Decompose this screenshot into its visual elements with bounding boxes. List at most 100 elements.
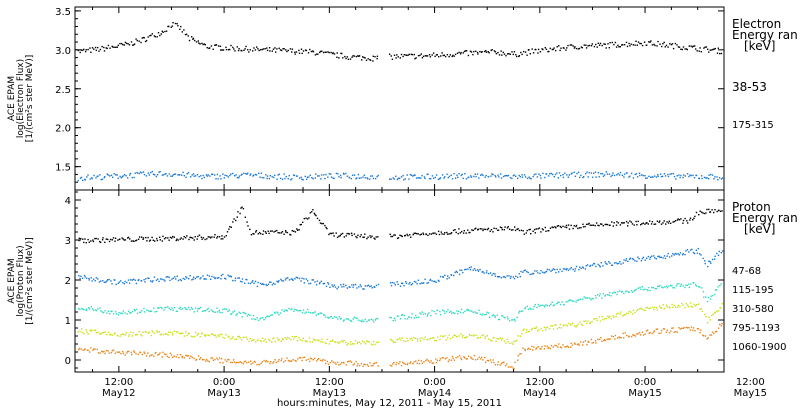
data-point xyxy=(309,48,311,51)
data-point xyxy=(393,317,395,319)
data-point xyxy=(597,263,599,266)
data-point xyxy=(99,333,101,335)
data-point xyxy=(703,296,705,298)
data-point xyxy=(353,363,355,365)
data-point xyxy=(676,219,679,221)
data-point xyxy=(300,357,302,359)
data-point xyxy=(258,363,261,366)
data-point xyxy=(700,308,703,310)
data-point xyxy=(179,174,181,176)
data-point xyxy=(280,359,282,362)
data-point xyxy=(121,237,123,239)
data-point xyxy=(294,231,297,233)
data-point xyxy=(237,49,240,52)
data-point xyxy=(412,233,414,236)
data-point xyxy=(322,222,324,225)
data-point xyxy=(288,279,291,281)
data-point xyxy=(177,279,180,282)
data-point xyxy=(459,232,461,234)
data-point xyxy=(447,275,449,277)
data-point xyxy=(509,177,512,179)
data-point xyxy=(390,55,392,57)
data-point xyxy=(181,356,183,359)
data-point xyxy=(288,307,290,310)
data-point xyxy=(504,226,506,228)
data-point xyxy=(394,341,397,343)
data-point xyxy=(615,313,618,315)
data-point xyxy=(477,358,479,360)
data-point xyxy=(300,223,302,226)
data-point xyxy=(627,260,629,262)
data-point xyxy=(270,361,272,363)
data-point xyxy=(702,257,704,260)
data-point xyxy=(349,360,351,362)
data-point xyxy=(231,361,234,364)
data-point xyxy=(353,284,355,286)
data-point xyxy=(363,341,366,344)
data-point xyxy=(396,361,398,364)
data-point xyxy=(560,47,562,49)
data-point xyxy=(566,174,568,176)
data-point xyxy=(322,341,324,343)
x-tick-time-label: 12:00 xyxy=(736,377,765,388)
data-point xyxy=(576,299,578,302)
data-point xyxy=(350,320,353,322)
data-point xyxy=(100,310,102,312)
data-point xyxy=(690,305,692,307)
data-point xyxy=(427,282,430,284)
data-point xyxy=(278,47,280,49)
data-point xyxy=(670,173,673,175)
data-point xyxy=(196,238,198,240)
proton-legend-title: Proton xyxy=(732,200,771,214)
data-point xyxy=(622,315,624,317)
data-point xyxy=(651,306,653,309)
data-point xyxy=(313,312,315,314)
data-point xyxy=(464,310,466,313)
data-point xyxy=(482,174,484,177)
data-point xyxy=(338,235,340,237)
data-point xyxy=(566,47,568,49)
data-point xyxy=(143,307,145,310)
data-point xyxy=(271,341,273,343)
data-point xyxy=(434,232,436,234)
data-point xyxy=(303,278,305,280)
data-point xyxy=(685,303,687,305)
data-point xyxy=(131,353,133,356)
data-point xyxy=(443,310,445,312)
data-point xyxy=(553,304,556,306)
data-point xyxy=(524,307,526,310)
data-point xyxy=(662,328,665,330)
data-point xyxy=(586,171,588,173)
data-point xyxy=(257,339,259,341)
data-point xyxy=(469,268,472,271)
data-point xyxy=(214,277,216,280)
data-point xyxy=(450,233,452,235)
data-point xyxy=(272,362,274,364)
data-point xyxy=(325,285,328,288)
data-point xyxy=(588,341,590,343)
data-point xyxy=(589,265,591,267)
data-point xyxy=(225,308,228,310)
data-point xyxy=(709,260,711,263)
data-point xyxy=(434,339,436,342)
data-point xyxy=(696,50,698,52)
data-point xyxy=(708,208,710,211)
data-point xyxy=(484,314,486,316)
data-point xyxy=(310,50,313,53)
data-point xyxy=(652,176,654,178)
data-point xyxy=(497,276,499,278)
data-point xyxy=(133,176,135,179)
data-point xyxy=(147,352,149,354)
data-point xyxy=(160,306,162,309)
data-point xyxy=(319,222,322,224)
data-point xyxy=(436,54,438,56)
data-point xyxy=(240,49,242,52)
data-point xyxy=(434,280,436,283)
data-point xyxy=(183,357,185,359)
data-point xyxy=(354,283,357,286)
data-point xyxy=(389,364,392,367)
data-point xyxy=(699,47,701,49)
data-point xyxy=(544,306,546,308)
data-point xyxy=(230,173,232,175)
data-point xyxy=(545,304,547,306)
